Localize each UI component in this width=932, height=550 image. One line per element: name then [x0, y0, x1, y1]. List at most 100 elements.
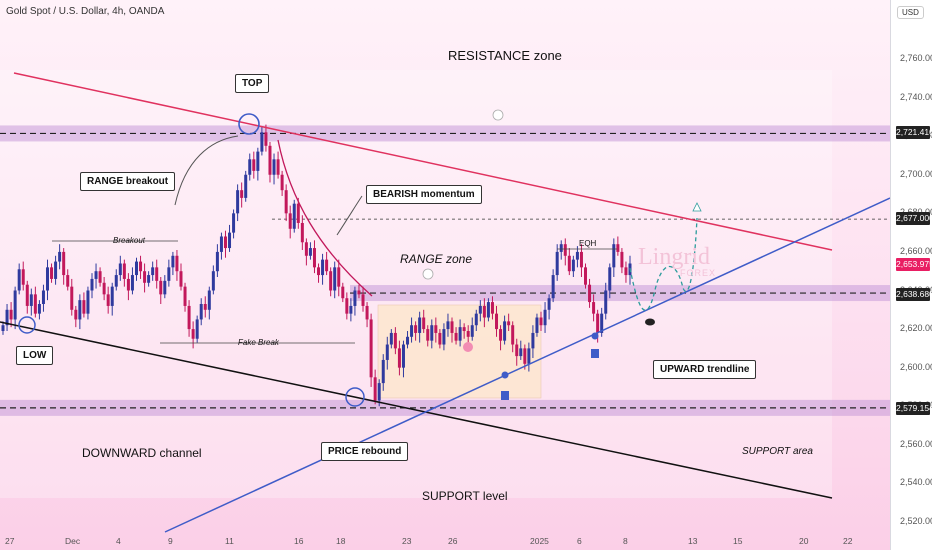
x-tick-label: 26 — [448, 536, 458, 546]
candle — [567, 255, 571, 272]
candle — [232, 213, 236, 233]
candle — [515, 344, 519, 357]
currency-badge[interactable]: USD — [897, 6, 924, 19]
x-tick-label: 9 — [168, 536, 173, 546]
candle — [584, 267, 588, 285]
watermark-logo: Lingrid — [638, 244, 710, 270]
upward-trendline-label: UPWARD trendline — [653, 360, 757, 379]
candle — [252, 159, 256, 171]
x-tick-label: 15 — [733, 536, 743, 546]
candle — [414, 325, 418, 333]
candle — [62, 251, 66, 276]
candle — [244, 174, 248, 198]
range-breakout-arrow — [174, 135, 239, 206]
range-zone-box — [377, 304, 542, 399]
candle — [86, 290, 90, 314]
watermark-sub: FOREX — [680, 268, 717, 278]
candle — [110, 286, 114, 306]
candle — [616, 244, 620, 252]
low-highlight-circle — [18, 316, 36, 334]
candle — [373, 377, 377, 401]
candle — [126, 278, 130, 291]
candle — [401, 344, 405, 368]
candle — [519, 348, 523, 357]
candle — [422, 317, 426, 330]
candle — [337, 267, 341, 287]
price-rebound-label: PRICE rebound — [321, 442, 409, 461]
candle — [345, 298, 349, 314]
range-zone-label: RANGE zone — [400, 252, 473, 266]
downward-channel-label: DOWNWARD channel — [82, 446, 202, 460]
candle — [547, 298, 551, 310]
candle — [102, 282, 106, 295]
price-tag-mid-zone: 2,638.680 — [896, 288, 932, 301]
x-tick-label: 11 — [225, 536, 234, 546]
candle — [70, 286, 74, 310]
candle — [163, 280, 167, 295]
top-label: TOP — [235, 74, 270, 93]
candle — [54, 261, 58, 279]
candle — [624, 267, 628, 276]
candle — [482, 305, 486, 318]
candle — [78, 300, 82, 320]
up-arrow-badge-icon — [591, 349, 599, 358]
candle — [555, 251, 559, 276]
candle — [280, 174, 284, 191]
y-tick-label: 2,600.000 — [900, 361, 932, 372]
top-highlight-circle — [238, 113, 260, 135]
y-tick-label: 2,740.000 — [900, 91, 932, 102]
candle — [410, 325, 414, 337]
bearish-momentum-arrow — [277, 139, 373, 297]
candle — [33, 294, 37, 314]
candle — [284, 190, 288, 214]
candle — [539, 317, 543, 326]
candle — [458, 327, 462, 341]
candle — [620, 251, 624, 268]
candle — [333, 267, 337, 291]
y-tick-label: 2,760.000 — [900, 53, 932, 63]
candle — [312, 248, 316, 268]
candle — [118, 263, 122, 276]
candle — [223, 236, 227, 249]
candle — [604, 290, 608, 314]
candle — [191, 329, 195, 339]
bearish-momentum-label: BEARISH momentum — [366, 185, 482, 204]
candle — [588, 284, 592, 303]
candle — [490, 302, 494, 314]
candle — [82, 300, 86, 314]
candle — [365, 305, 369, 320]
candle — [442, 329, 446, 345]
candle — [236, 190, 240, 214]
candle — [130, 275, 134, 291]
down-arrow-icon — [492, 109, 504, 121]
candle — [462, 327, 466, 332]
eye-icon — [645, 318, 655, 326]
candle — [563, 244, 567, 256]
x-tick-label: 16 — [294, 536, 304, 546]
candle — [211, 271, 215, 291]
candle — [90, 278, 94, 291]
x-tick-label: 20 — [799, 536, 809, 546]
candle — [207, 290, 211, 310]
candle — [418, 317, 422, 333]
candle — [183, 286, 187, 306]
candle — [167, 267, 171, 281]
candle — [134, 261, 138, 276]
candle — [495, 313, 499, 330]
price-axis[interactable] — [890, 0, 932, 550]
resistance-zone-label: RESISTANCE zone — [448, 48, 562, 63]
candle — [543, 309, 547, 326]
candle — [592, 302, 596, 314]
candle — [114, 275, 118, 287]
y-tick-label: 2,540.000 — [900, 477, 932, 488]
candle — [151, 267, 155, 276]
x-tick-label: 23 — [402, 536, 412, 546]
candle — [94, 271, 98, 279]
x-tick-label: 4 — [116, 536, 121, 546]
candle — [187, 305, 191, 330]
support-area-label: SUPPORT area — [742, 446, 813, 457]
candle — [353, 290, 357, 306]
candle — [406, 336, 410, 345]
